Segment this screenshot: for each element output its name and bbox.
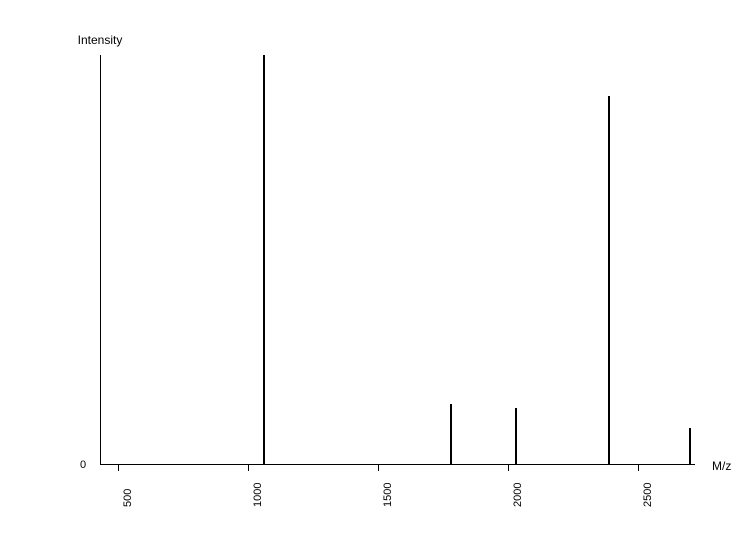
spectrum-peak bbox=[689, 428, 691, 465]
x-tick bbox=[378, 465, 379, 471]
mass-spectrum-chart: Intensity 0 M/z 5001000150020002500 bbox=[0, 0, 750, 540]
x-tick-label: 2500 bbox=[642, 483, 654, 507]
spectrum-peak bbox=[450, 404, 452, 466]
x-tick bbox=[638, 465, 639, 471]
plot-area: 5001000150020002500 bbox=[100, 55, 695, 465]
x-tick bbox=[248, 465, 249, 471]
x-tick-label: 1000 bbox=[252, 483, 264, 507]
x-tick-label: 1500 bbox=[382, 483, 394, 507]
x-axis-title: M/z bbox=[712, 459, 731, 473]
x-tick-label: 500 bbox=[122, 489, 134, 507]
x-tick-label: 2000 bbox=[512, 483, 524, 507]
y-zero-label: 0 bbox=[80, 459, 86, 471]
x-tick bbox=[118, 465, 119, 471]
spectrum-peak bbox=[608, 96, 610, 465]
spectrum-peak bbox=[263, 55, 265, 465]
y-axis bbox=[100, 55, 101, 465]
x-tick bbox=[508, 465, 509, 471]
y-axis-title: Intensity bbox=[55, 33, 145, 47]
spectrum-peak bbox=[515, 408, 517, 465]
x-axis bbox=[100, 464, 695, 465]
